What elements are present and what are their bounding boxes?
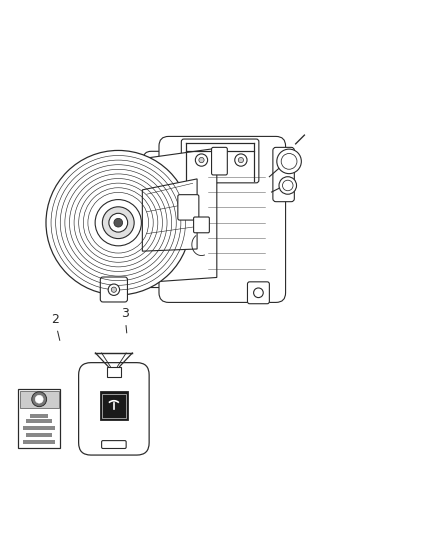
FancyBboxPatch shape xyxy=(31,414,48,418)
FancyBboxPatch shape xyxy=(26,433,53,437)
Circle shape xyxy=(114,219,123,227)
FancyBboxPatch shape xyxy=(26,419,53,423)
Circle shape xyxy=(283,180,293,191)
FancyBboxPatch shape xyxy=(178,195,199,220)
Circle shape xyxy=(95,199,141,246)
FancyBboxPatch shape xyxy=(24,440,55,444)
FancyBboxPatch shape xyxy=(107,367,121,377)
Text: 2: 2 xyxy=(51,313,60,341)
Circle shape xyxy=(254,288,263,297)
Text: 1: 1 xyxy=(218,149,230,183)
FancyBboxPatch shape xyxy=(100,277,127,302)
Circle shape xyxy=(46,150,191,295)
Circle shape xyxy=(199,157,204,163)
Circle shape xyxy=(35,395,43,403)
FancyBboxPatch shape xyxy=(102,441,126,448)
Circle shape xyxy=(108,284,120,295)
FancyBboxPatch shape xyxy=(181,139,259,183)
FancyBboxPatch shape xyxy=(18,389,60,448)
Circle shape xyxy=(102,207,134,239)
Circle shape xyxy=(279,177,297,194)
Polygon shape xyxy=(142,179,197,251)
FancyBboxPatch shape xyxy=(102,393,126,418)
FancyBboxPatch shape xyxy=(194,217,209,233)
Circle shape xyxy=(32,392,46,407)
FancyBboxPatch shape xyxy=(212,147,227,175)
FancyBboxPatch shape xyxy=(247,282,269,304)
Polygon shape xyxy=(123,148,217,284)
FancyBboxPatch shape xyxy=(159,136,286,302)
FancyBboxPatch shape xyxy=(24,426,55,430)
Circle shape xyxy=(109,213,127,232)
Circle shape xyxy=(111,287,117,292)
FancyBboxPatch shape xyxy=(100,391,128,420)
Circle shape xyxy=(281,154,297,169)
Text: 3: 3 xyxy=(121,307,129,333)
Circle shape xyxy=(238,157,244,163)
Circle shape xyxy=(235,154,247,166)
FancyBboxPatch shape xyxy=(20,391,59,408)
Circle shape xyxy=(277,149,301,174)
FancyBboxPatch shape xyxy=(273,147,294,201)
Circle shape xyxy=(195,154,208,166)
FancyBboxPatch shape xyxy=(143,151,198,287)
FancyBboxPatch shape xyxy=(79,362,149,455)
